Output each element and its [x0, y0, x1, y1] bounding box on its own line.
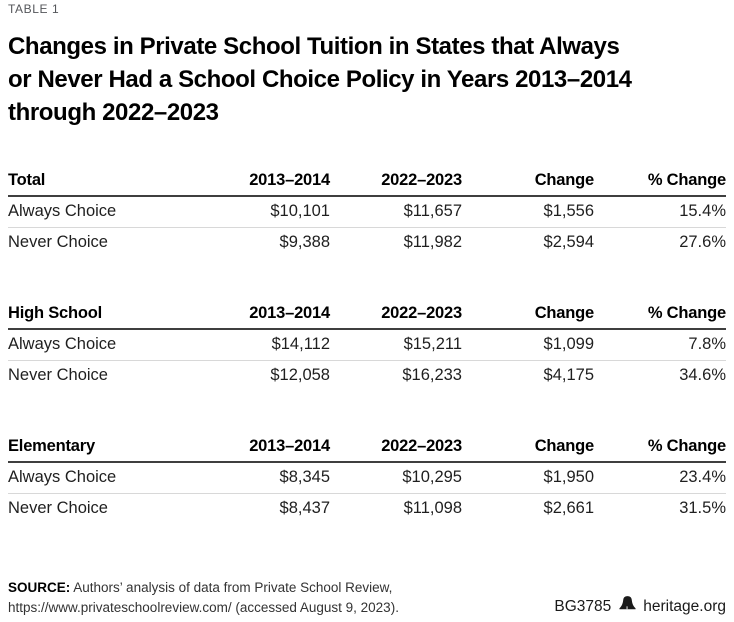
cell-value: $16,233: [402, 366, 462, 385]
cell-value: 31.5%: [679, 499, 726, 518]
column-header: Change: [462, 431, 594, 463]
section-elementary: Elementary 2013–2014 2022–2023 Change % …: [8, 431, 726, 524]
report-credit: BG3785 heritage.org: [554, 596, 726, 618]
header-row: Total 2013–2014 2022–2023 Change % Chang…: [8, 165, 726, 197]
table-row: Never Choice $12,058 $16,233 $4,175 34.6…: [8, 360, 726, 391]
row-label: Always Choice: [8, 329, 198, 361]
cell-value: $10,295: [330, 462, 462, 494]
section-label: Total: [8, 165, 198, 197]
table-figure: TABLE 1 Changes in Private School Tuitio…: [8, 2, 726, 524]
table-row: Never Choice $8,437 $11,098 $2,661 31.5%: [8, 493, 726, 524]
column-header: % Change: [594, 431, 726, 463]
row-label: Never Choice: [8, 366, 108, 385]
column-header: 2022–2023: [330, 298, 462, 330]
row-label: Always Choice: [8, 196, 198, 228]
header-row: High School 2013–2014 2022–2023 Change %…: [8, 298, 726, 330]
column-header: Change: [462, 298, 594, 330]
column-header: % Change: [594, 298, 726, 330]
table-sections: Total 2013–2014 2022–2023 Change % Chang…: [8, 165, 726, 524]
row-label: Always Choice: [8, 462, 198, 494]
cell-value: $11,657: [330, 196, 462, 228]
row-label: Never Choice: [8, 499, 108, 518]
section-total: Total 2013–2014 2022–2023 Change % Chang…: [8, 165, 726, 258]
cell-value: $11,982: [403, 233, 462, 252]
cell-value: $8,437: [279, 499, 330, 518]
cell-value: 27.6%: [679, 233, 726, 252]
figure-footer: SOURCE: Authors’ analysis of data from P…: [8, 578, 726, 618]
table-row: Never Choice $9,388 $11,982 $2,594 27.6%: [8, 227, 726, 258]
source-line-1: SOURCE: Authors’ analysis of data from P…: [8, 578, 399, 598]
section-high-school: High School 2013–2014 2022–2023 Change %…: [8, 298, 726, 391]
source-label: SOURCE:: [8, 580, 71, 595]
figure-title-line-1: Changes in Private School Tuition in Sta…: [8, 33, 620, 60]
table-row: Always Choice $14,112 $15,211 $1,099 7.8…: [8, 329, 726, 361]
column-header: % Change: [594, 165, 726, 197]
column-header: 2013–2014: [198, 165, 330, 197]
source-line-2: https://www.privateschoolreview.com/ (ac…: [8, 600, 399, 615]
cell-value: $1,556: [462, 196, 594, 228]
site-name: heritage.org: [643, 597, 726, 615]
data-table: Elementary 2013–2014 2022–2023 Change % …: [8, 431, 726, 524]
cell-value: $14,112: [198, 329, 330, 361]
table-row: Always Choice $10,101 $11,657 $1,556 15.…: [8, 196, 726, 228]
data-table: High School 2013–2014 2022–2023 Change %…: [8, 298, 726, 391]
liberty-bell-icon: [619, 596, 636, 616]
cell-value: 34.6%: [679, 366, 726, 385]
cell-value: $4,175: [543, 366, 594, 385]
cell-value: $12,058: [270, 366, 330, 385]
figure-title-line-3: through 2022–2023: [8, 99, 219, 126]
cell-value: $10,101: [198, 196, 330, 228]
cell-value: $8,345: [198, 462, 330, 494]
column-header: 2013–2014: [198, 431, 330, 463]
source-note: SOURCE: Authors’ analysis of data from P…: [8, 578, 399, 618]
table-row: Always Choice $8,345 $10,295 $1,950 23.4…: [8, 462, 726, 494]
column-header: 2022–2023: [330, 431, 462, 463]
figure-title-line-2: or Never Had a School Choice Policy in Y…: [8, 66, 632, 93]
section-label: Elementary: [8, 431, 198, 463]
header-row: Elementary 2013–2014 2022–2023 Change % …: [8, 431, 726, 463]
cell-value: $1,099: [462, 329, 594, 361]
report-id: BG3785: [554, 597, 612, 615]
source-text: Authors’ analysis of data from Private S…: [73, 580, 393, 595]
cell-value: $11,098: [403, 499, 462, 518]
section-label: High School: [8, 298, 198, 330]
cell-value: $2,594: [543, 233, 594, 252]
row-label: Never Choice: [8, 233, 108, 252]
cell-value: $2,661: [543, 499, 594, 518]
cell-value: $1,950: [462, 462, 594, 494]
column-header: 2022–2023: [330, 165, 462, 197]
data-table: Total 2013–2014 2022–2023 Change % Chang…: [8, 165, 726, 258]
cell-value: $15,211: [330, 329, 462, 361]
figure-title: Changes in Private School Tuition in Sta…: [8, 30, 726, 129]
table-number-eyebrow: TABLE 1: [8, 2, 60, 16]
cell-value: 7.8%: [594, 329, 726, 361]
column-header: Change: [462, 165, 594, 197]
cell-value: $9,388: [279, 233, 330, 252]
column-header: 2013–2014: [198, 298, 330, 330]
cell-value: 15.4%: [594, 196, 726, 228]
cell-value: 23.4%: [594, 462, 726, 494]
